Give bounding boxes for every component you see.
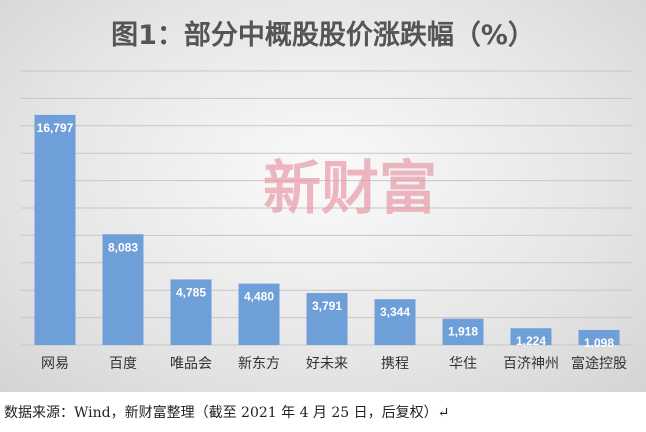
data-labels: 16,797 8,083 4,785 4,480 3,791 3,344 1,918 1,22… [37, 121, 615, 350]
x-tick-label: 唯品会 [170, 356, 212, 372]
bar-chart: 图1：部分中概股股价涨跌幅（%） 新财富 16,797 8,083 4,785 4,4… [21, 19, 633, 372]
bar [374, 299, 416, 345]
data-label: 3,344 [380, 305, 410, 319]
x-tick-label: 百度 [109, 356, 137, 372]
bar [102, 234, 144, 345]
data-label: 1,224 [516, 334, 546, 348]
bar [510, 328, 552, 345]
source-note: 数据来源：Wind，新财富整理（截至 2021 年 4 月 25 日，后复权）↵ [4, 405, 450, 421]
x-tick-label: 携程 [381, 356, 409, 372]
chart-title: 图1：部分中概股股价涨跌幅（%） [111, 19, 535, 51]
bar [578, 329, 620, 345]
data-label: 1,098 [584, 336, 614, 350]
bar [306, 293, 348, 345]
watermark-logo: 新财富 [263, 154, 437, 222]
bar [238, 283, 280, 345]
data-label: 4,480 [244, 290, 274, 304]
bar [442, 318, 484, 345]
data-label: 1,918 [448, 325, 478, 339]
x-tick-label: 华住 [449, 356, 477, 372]
x-tick-label: 百济神州 [503, 356, 559, 372]
data-label: 16,797 [37, 121, 74, 135]
x-tick-label: 好未来 [306, 356, 348, 372]
bar [34, 114, 76, 345]
bars [34, 114, 620, 345]
x-tick-labels: 网易 百度 唯品会 新东方 好未来 携程 华住 百济神州 富途控股 [41, 355, 627, 372]
data-label: 8,083 [108, 240, 138, 254]
data-label: 3,791 [312, 299, 342, 313]
bar [170, 279, 212, 345]
x-tick-label: 新东方 [238, 356, 280, 372]
x-tick-label: 富途控股 [571, 355, 627, 372]
chart-panel: 图1：部分中概股股价涨跌幅（%） 新财富 16,797 8,083 4,785 4,4… [0, 0, 646, 392]
data-label: 4,785 [176, 285, 206, 299]
x-tick-label: 网易 [41, 356, 69, 372]
